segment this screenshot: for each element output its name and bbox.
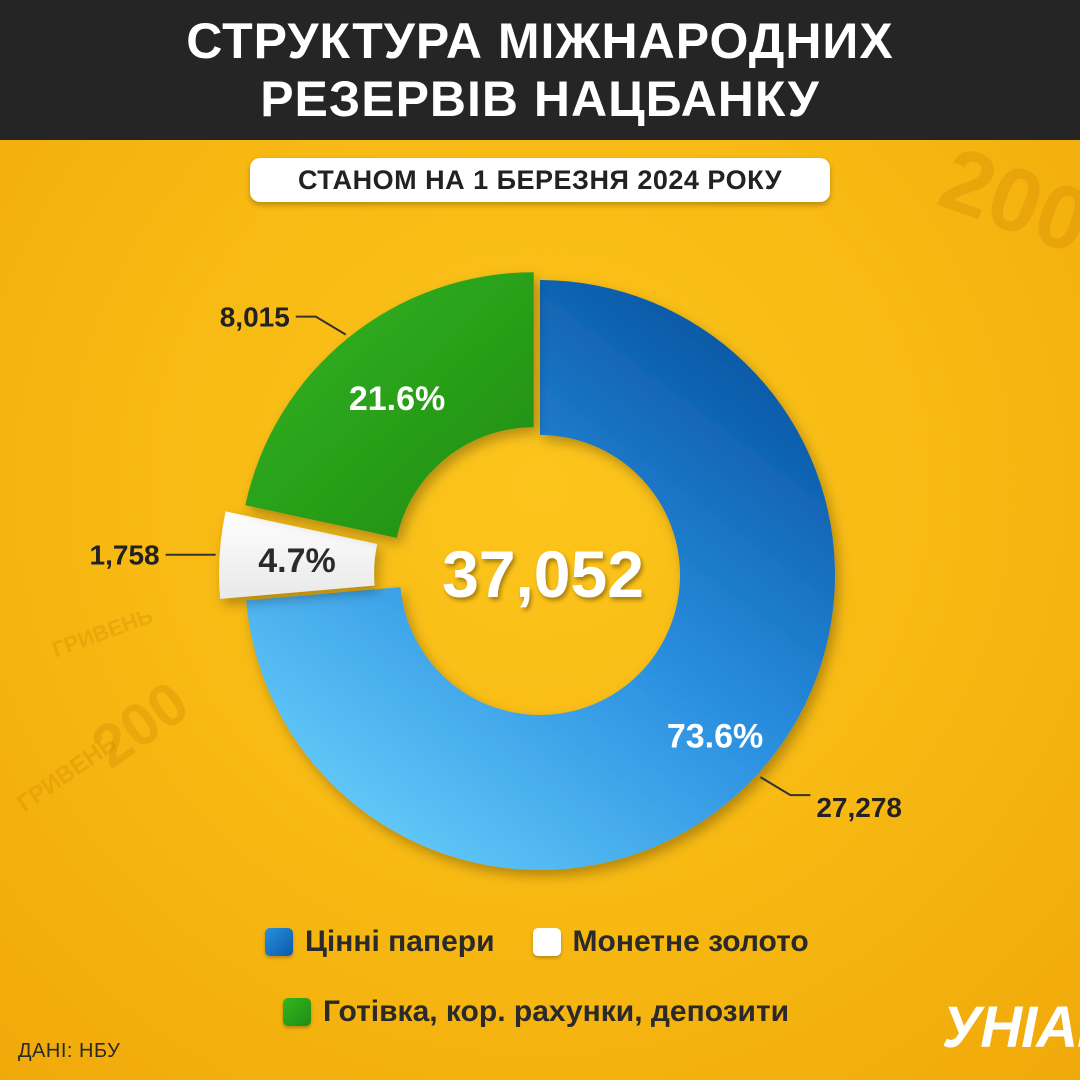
unian-logo-text: УНІАН	[942, 995, 1080, 1060]
legend-row-1: Цінні папери Монетне золото	[265, 925, 847, 959]
value-label-gold: 1,758	[90, 540, 160, 571]
total-value: 37,052	[442, 537, 644, 611]
unian-logo: УНІАН	[942, 990, 1080, 1065]
legend-row-2: Готівка, кор. рахунки, депозити	[283, 995, 827, 1029]
legend-item-securities: Цінні папери	[265, 925, 495, 959]
legend-label-securities: Цінні папери	[305, 925, 495, 958]
value-label-securities: 27,278	[816, 792, 902, 823]
page-title-line1: СТРУКТУРА МІЖНАРОДНИХ	[186, 13, 894, 69]
value-label-cash: 8,015	[220, 302, 290, 333]
legend-item-cash: Готівка, кор. рахунки, депозити	[283, 995, 789, 1029]
percent-label-cash: 21.6%	[349, 380, 445, 418]
legend-item-gold: Монетне золото	[532, 925, 809, 959]
legend-label-cash: Готівка, кор. рахунки, депозити	[323, 995, 790, 1028]
slice-securities	[246, 280, 835, 870]
slice-gold	[219, 511, 378, 599]
data-source: ДАНІ: НБУ	[18, 1040, 121, 1062]
slice-cash	[245, 272, 534, 538]
header: СТРУКТУРА МІЖНАРОДНИХ РЕЗЕРВІВ НАЦБАНКУ	[0, 0, 1080, 140]
percent-label-gold: 4.7%	[258, 542, 336, 580]
legend-swatch-securities	[265, 928, 293, 956]
legend-label-gold: Монетне золото	[572, 925, 809, 958]
percent-label-securities: 73.6%	[667, 718, 763, 756]
page-title-line2: РЕЗЕРВІВ НАЦБАНКУ	[260, 71, 820, 127]
leader-line	[759, 776, 811, 797]
leader-line	[295, 315, 347, 336]
legend-swatch-gold	[532, 928, 561, 956]
date-subtitle: СТАНОМ НА 1 БЕРЕЗНЯ 2024 РОКУ	[250, 158, 830, 202]
legend-swatch-cash	[283, 998, 311, 1026]
